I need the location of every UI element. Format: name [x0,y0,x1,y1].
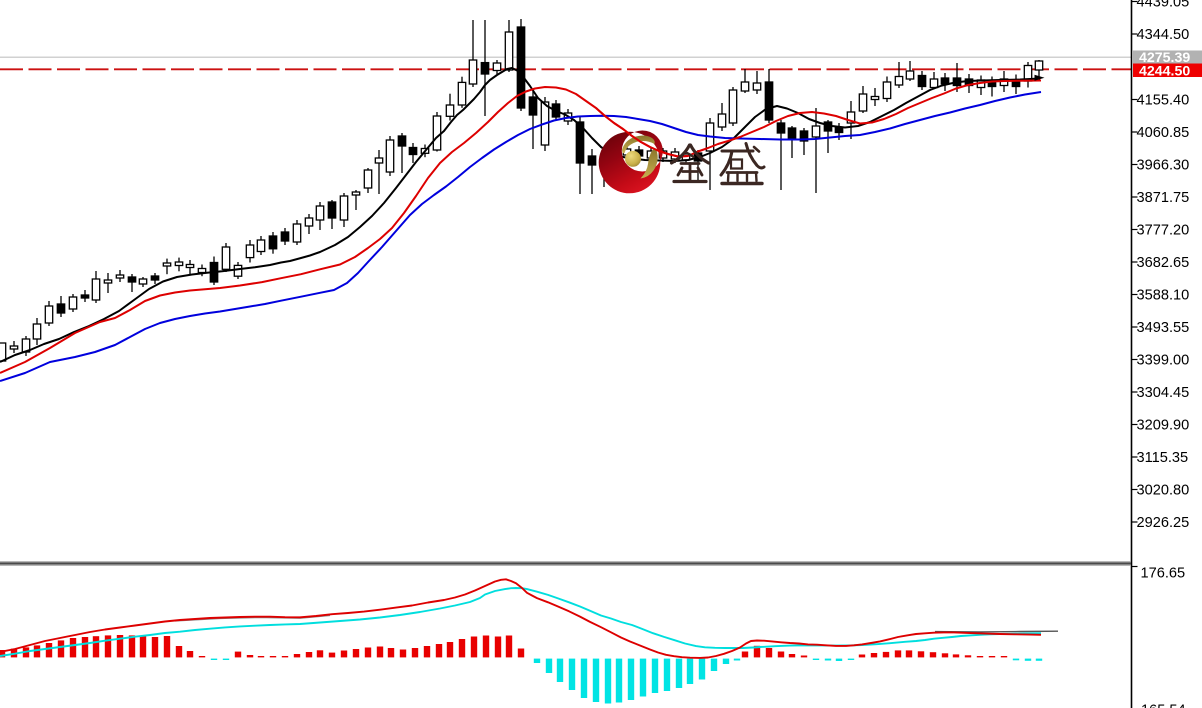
svg-text:3304.45: 3304.45 [1137,385,1190,401]
svg-text:3966.30: 3966.30 [1137,158,1190,174]
svg-text:4244.50: 4244.50 [1139,63,1190,79]
svg-text:3777.20: 3777.20 [1137,223,1190,239]
svg-text:4344.50: 4344.50 [1137,27,1190,43]
svg-text:3871.75: 3871.75 [1137,190,1190,206]
svg-text:2926.25: 2926.25 [1137,515,1190,531]
svg-text:4155.40: 4155.40 [1137,93,1190,109]
svg-text:3588.10: 3588.10 [1137,288,1190,304]
svg-text:176.65: 176.65 [1141,566,1186,582]
svg-text:3115.35: 3115.35 [1137,450,1189,466]
svg-text:3493.55: 3493.55 [1137,320,1190,336]
svg-text:3399.00: 3399.00 [1137,353,1190,369]
svg-text:3682.65: 3682.65 [1137,255,1190,271]
svg-text:4060.85: 4060.85 [1137,125,1190,141]
svg-text:4275.39: 4275.39 [1139,50,1190,66]
svg-text:3020.80: 3020.80 [1137,483,1190,499]
svg-text:165.54: 165.54 [1141,703,1186,708]
svg-text:3209.90: 3209.90 [1137,418,1190,434]
svg-text:4439.05: 4439.05 [1137,0,1190,11]
